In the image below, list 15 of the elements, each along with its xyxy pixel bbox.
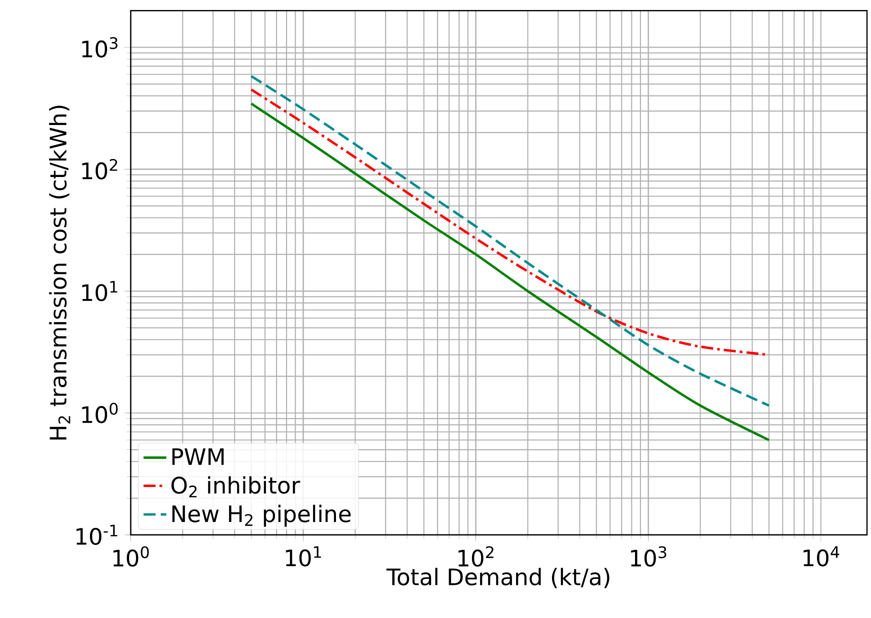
y-axis-title: H$_{2}$ transmission cost (ct/kWh) xyxy=(49,106,70,440)
x-tick-label: 10$^{4}$ xyxy=(804,546,840,567)
x-tick-label: 10$^{1}$ xyxy=(286,546,321,567)
y-tick-label: 10$^{3}$ xyxy=(82,37,118,58)
x-tick-label: 10$^{0}$ xyxy=(113,546,149,567)
legend-label: PWM xyxy=(172,448,224,466)
y-tick-label: 10$^{0}$ xyxy=(82,402,118,424)
y-tick-label: 10$^{-1}$ xyxy=(76,524,118,546)
y-tick-label: 10$^{2}$ xyxy=(82,159,118,180)
x-tick-label: 10$^{3}$ xyxy=(631,546,666,567)
legend-label: New H$_{2}$ pipeline xyxy=(172,505,351,527)
x-axis-title: Total Demand (kt/a) xyxy=(386,568,610,588)
y-tick-label: 10$^{1}$ xyxy=(82,281,118,302)
x-tick-label: 10$^{2}$ xyxy=(458,546,494,567)
legend-label: O$_{2}$ inhibitor xyxy=(171,476,300,498)
